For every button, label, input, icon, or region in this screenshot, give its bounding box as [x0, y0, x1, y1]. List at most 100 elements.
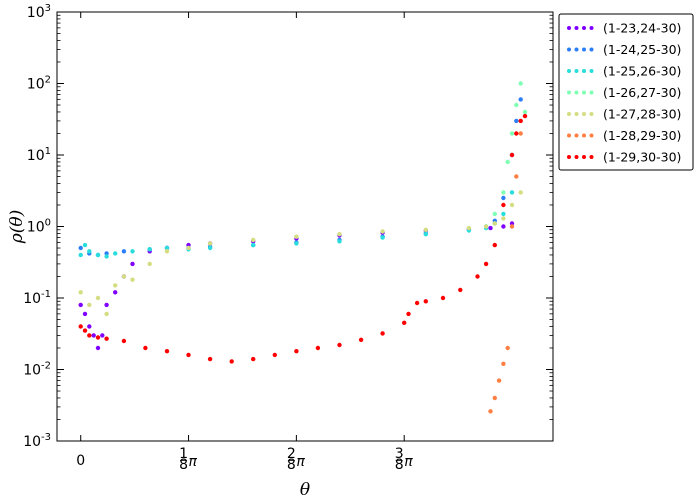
data-point	[78, 252, 83, 258]
data-point	[492, 395, 497, 401]
legend-marker	[582, 155, 586, 159]
legend-marker	[567, 90, 571, 95]
data-point	[95, 335, 101, 340]
legend-marker	[582, 47, 586, 52]
data-point	[501, 211, 506, 217]
series-7	[78, 113, 528, 364]
data-point	[294, 241, 299, 246]
data-point	[164, 349, 170, 354]
series-5	[78, 190, 523, 317]
data-point	[522, 109, 528, 115]
data-point	[488, 409, 493, 414]
data-point	[423, 227, 428, 232]
legend-marker	[589, 155, 594, 159]
data-point	[104, 336, 109, 341]
data-point	[113, 290, 118, 295]
plot-area	[78, 81, 528, 414]
data-point	[95, 345, 101, 351]
legend-label: (1-29,30-30)	[603, 150, 681, 165]
data-point	[91, 333, 96, 338]
data-point	[294, 234, 299, 239]
legend-item: (1-29,30-30)	[567, 150, 681, 165]
series-4	[483, 81, 528, 229]
y-tick-label: 10-1	[23, 289, 51, 307]
data-point	[207, 245, 213, 251]
series-2	[78, 97, 523, 258]
legend-marker	[567, 47, 571, 52]
svg-text:1: 1	[179, 446, 188, 462]
svg-text:8: 8	[287, 457, 296, 473]
svg-text:2: 2	[287, 446, 296, 462]
data-point	[147, 261, 152, 267]
data-point	[251, 356, 256, 362]
legend-marker	[574, 26, 579, 30]
data-point	[501, 195, 506, 201]
data-point	[488, 225, 493, 231]
legend-marker	[574, 155, 579, 159]
data-point	[130, 261, 135, 267]
data-point	[505, 345, 510, 351]
legend-marker	[582, 112, 586, 116]
data-point	[423, 232, 428, 237]
data-point	[337, 232, 342, 237]
data-point	[414, 300, 420, 306]
legend-marker	[567, 133, 571, 138]
data-point	[104, 311, 109, 317]
y-tick-label: 101	[27, 146, 51, 164]
data-point	[501, 202, 506, 208]
legend-marker	[582, 69, 586, 73]
data-point	[82, 242, 88, 248]
data-point	[466, 225, 472, 231]
data-point	[406, 311, 411, 317]
series-3	[78, 190, 515, 259]
legend-marker	[574, 112, 579, 116]
data-point	[130, 277, 135, 282]
data-point	[143, 345, 148, 351]
legend-marker	[567, 155, 571, 159]
legend-label: (1-27,28-30)	[603, 107, 681, 122]
data-point	[509, 152, 515, 158]
data-point	[186, 245, 191, 251]
legend-box	[558, 13, 694, 171]
svg-text:π: π	[296, 454, 305, 470]
legend-label: (1-26,27-30)	[603, 85, 681, 100]
data-point	[501, 361, 506, 366]
data-point	[337, 239, 342, 244]
legend-label: (1-28,29-30)	[603, 128, 681, 143]
data-point	[82, 311, 88, 317]
data-point	[251, 242, 256, 248]
data-point	[100, 333, 105, 338]
data-point	[518, 81, 523, 86]
data-point	[402, 320, 407, 325]
data-point	[483, 261, 489, 267]
legend-marker	[589, 112, 594, 116]
data-point	[509, 190, 515, 195]
data-point	[518, 118, 523, 124]
data-point	[380, 331, 385, 336]
legend-marker	[589, 133, 594, 138]
data-point	[147, 247, 152, 252]
data-point	[207, 241, 213, 246]
data-point	[87, 324, 92, 329]
data-point	[164, 249, 170, 254]
data-point	[492, 211, 497, 217]
data-point	[113, 251, 118, 256]
data-point	[164, 245, 170, 251]
data-point	[483, 224, 489, 229]
legend-item: (1-28,29-30)	[567, 128, 681, 143]
legend-label: (1-24,25-30)	[603, 42, 681, 57]
data-point	[514, 102, 519, 108]
legend-marker	[574, 69, 579, 73]
svg-text:8: 8	[395, 457, 404, 473]
data-point	[130, 249, 135, 254]
svg-text:3: 3	[395, 446, 404, 462]
x-tick-label: 38 π	[395, 446, 413, 473]
data-point	[518, 97, 523, 102]
data-point	[501, 216, 506, 221]
data-point	[104, 251, 109, 256]
data-point	[121, 249, 127, 254]
y-tick-label: 103	[27, 3, 51, 21]
data-point	[78, 324, 83, 329]
data-point	[104, 302, 109, 308]
